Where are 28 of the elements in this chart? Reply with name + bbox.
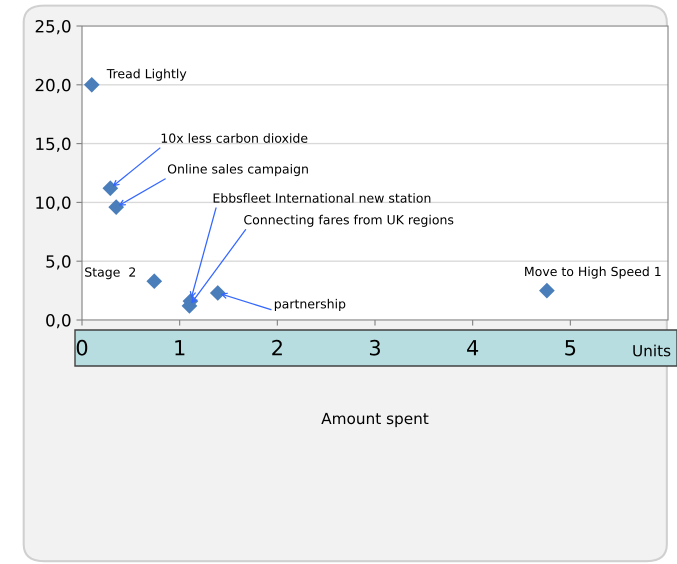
x-axis-title: Amount spent	[321, 412, 428, 428]
point	[84, 77, 100, 92]
point	[539, 283, 554, 298]
text: Units	[633, 344, 670, 356]
x-tick-label: 1	[175, 340, 184, 356]
annotation: Online sales campaign	[168, 164, 308, 176]
annotation: Tread Lightly	[106, 68, 186, 81]
point	[108, 200, 124, 215]
annotation: Ebbsfleet International new station	[214, 193, 430, 203]
x-tick-label: 4	[467, 340, 478, 356]
y-tick-label: 5,0	[46, 255, 70, 270]
y-tick-label: 0,0	[46, 314, 70, 328]
annotation: Stage 2	[85, 267, 136, 280]
annotation: 10x less carbon dioxide	[162, 133, 308, 143]
point	[210, 285, 226, 301]
annotation: partnership	[274, 298, 346, 311]
x-tick-label: 3	[370, 340, 380, 356]
y-tick-label: 25,0	[36, 20, 70, 34]
point	[146, 274, 162, 289]
annotation: Connecting fares from UK regions	[244, 214, 454, 227]
x-tick-label: 2	[272, 340, 282, 356]
x-tick-label: 5	[565, 340, 576, 356]
x-tick-label: 0	[76, 340, 88, 356]
y-tick-label: 10,0	[36, 196, 70, 211]
annotation: Move to High Speed 1	[525, 266, 661, 279]
point	[102, 180, 118, 196]
y-tick-label: 20,0	[36, 78, 70, 94]
y-tick-label: 15,0	[36, 138, 70, 152]
